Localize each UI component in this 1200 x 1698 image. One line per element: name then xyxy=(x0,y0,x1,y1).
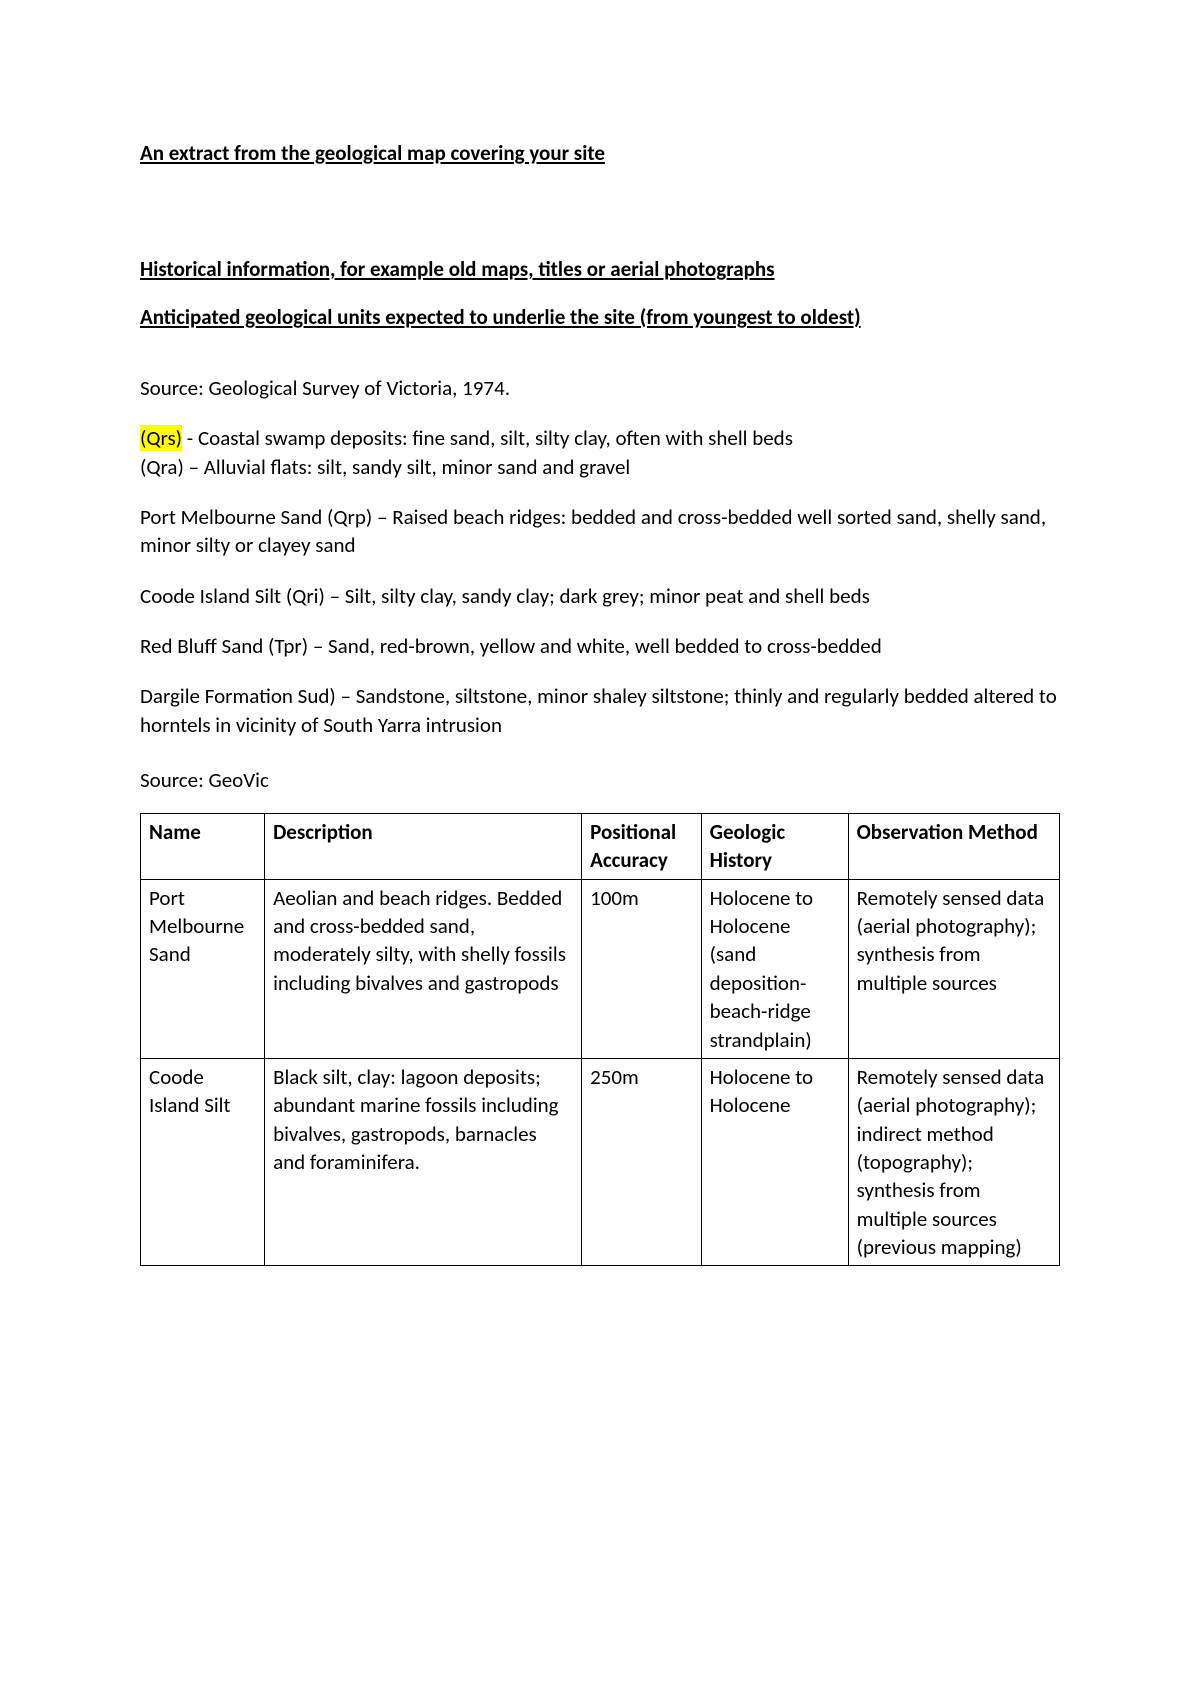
col-header-observation-method: Observation Method xyxy=(848,814,1059,880)
unit-qrs-qra: (Qrs) - Coastal swamp deposits: fine san… xyxy=(140,424,1060,481)
heading-anticipated-units: Anticipated geological units expected to… xyxy=(140,304,1060,330)
cell-description: Black silt, clay: lagoon deposits; abund… xyxy=(265,1058,582,1265)
cell-observation-method: Remotely sensed data (aerial photography… xyxy=(848,879,1059,1058)
heading-map-extract: An extract from the geological map cover… xyxy=(140,140,1060,166)
source-geovic: Source: GeoVic xyxy=(140,767,1060,793)
source-survey: Source: Geological Survey of Victoria, 1… xyxy=(140,374,1060,402)
unit-qri: Coode Island Silt (Qri) – Silt, silty cl… xyxy=(140,582,1060,610)
unit-qrp: Port Melbourne Sand (Qrp) – Raised beach… xyxy=(140,503,1060,560)
table-header-row: Name Description Positional Accuracy Geo… xyxy=(141,814,1060,880)
unit-sud: Dargile Formation Sud) – Sandstone, silt… xyxy=(140,682,1060,739)
cell-observation-method: Remotely sensed data (aerial photography… xyxy=(848,1058,1059,1265)
unit-tpr: Red Bluff Sand (Tpr) – Sand, red-brown, … xyxy=(140,632,1060,660)
col-header-description: Description xyxy=(265,814,582,880)
cell-geologic-history: Holocene to Holocene (sand deposition-be… xyxy=(701,879,848,1058)
col-header-name: Name xyxy=(141,814,265,880)
cell-geologic-history: Holocene to Holocene xyxy=(701,1058,848,1265)
col-header-geologic-history: Geologic History xyxy=(701,814,848,880)
unit-qra: (Qra) – Alluvial flats: silt, sandy silt… xyxy=(140,453,1060,481)
cell-name: Port Melbourne Sand xyxy=(141,879,265,1058)
col-header-positional-accuracy: Positional Accuracy xyxy=(582,814,701,880)
geology-table: Name Description Positional Accuracy Geo… xyxy=(140,813,1060,1266)
unit-qrs-desc: - Coastal swamp deposits: fine sand, sil… xyxy=(182,425,793,451)
table-row: Coode Island Silt Black silt, clay: lago… xyxy=(141,1058,1060,1265)
cell-positional-accuracy: 100m xyxy=(582,879,701,1058)
cell-positional-accuracy: 250m xyxy=(582,1058,701,1265)
heading-historical-info: Historical information, for example old … xyxy=(140,256,1060,282)
unit-qrs-code: (Qrs) xyxy=(140,425,182,451)
cell-name: Coode Island Silt xyxy=(141,1058,265,1265)
table-row: Port Melbourne Sand Aeolian and beach ri… xyxy=(141,879,1060,1058)
cell-description: Aeolian and beach ridges. Bedded and cro… xyxy=(265,879,582,1058)
